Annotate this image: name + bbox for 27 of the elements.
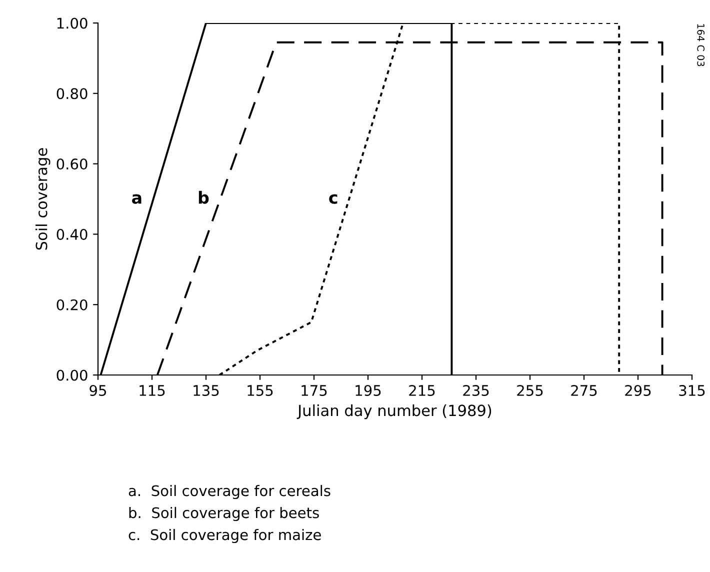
x-tick-label: 135 bbox=[194, 384, 219, 396]
x-tick-label: 255 bbox=[517, 384, 543, 396]
x-axis-title: Julian day number (1989) bbox=[296, 404, 492, 420]
text: c. Soil coverage for maize bbox=[128, 528, 321, 544]
text: b. Soil coverage for beets bbox=[129, 506, 319, 522]
x-tick-label: 315 bbox=[679, 384, 705, 396]
y-tick-label: 0.40 bbox=[56, 228, 88, 240]
text: a. Soil coverage for cereals bbox=[128, 484, 330, 500]
x-tick-label: 195 bbox=[356, 384, 381, 396]
x-tick-label: 115 bbox=[140, 385, 165, 396]
x-tick-label: 175 bbox=[302, 385, 327, 396]
x-tick-label: 295 bbox=[625, 384, 651, 396]
y-axis-title: Soil coverage bbox=[35, 148, 50, 250]
y-tick-label: 1.00 bbox=[57, 18, 88, 29]
text: 164 C 03 bbox=[697, 24, 705, 66]
series-label: c bbox=[329, 194, 338, 204]
x-tick-label: 275 bbox=[571, 384, 597, 396]
y-tick-label: 0.60 bbox=[56, 158, 88, 170]
y-tick-label: 0.20 bbox=[56, 299, 88, 310]
x-tick-label: 235 bbox=[463, 384, 489, 396]
y-tick-label: 0.00 bbox=[56, 370, 88, 381]
series-label: a bbox=[132, 194, 142, 204]
x-tick-label: 95 bbox=[90, 384, 106, 396]
x-tick-label: 155 bbox=[248, 385, 273, 396]
x-tick-label: 215 bbox=[409, 384, 435, 396]
series-label: b bbox=[198, 190, 209, 204]
y-tick-label: 0.80 bbox=[56, 88, 88, 100]
